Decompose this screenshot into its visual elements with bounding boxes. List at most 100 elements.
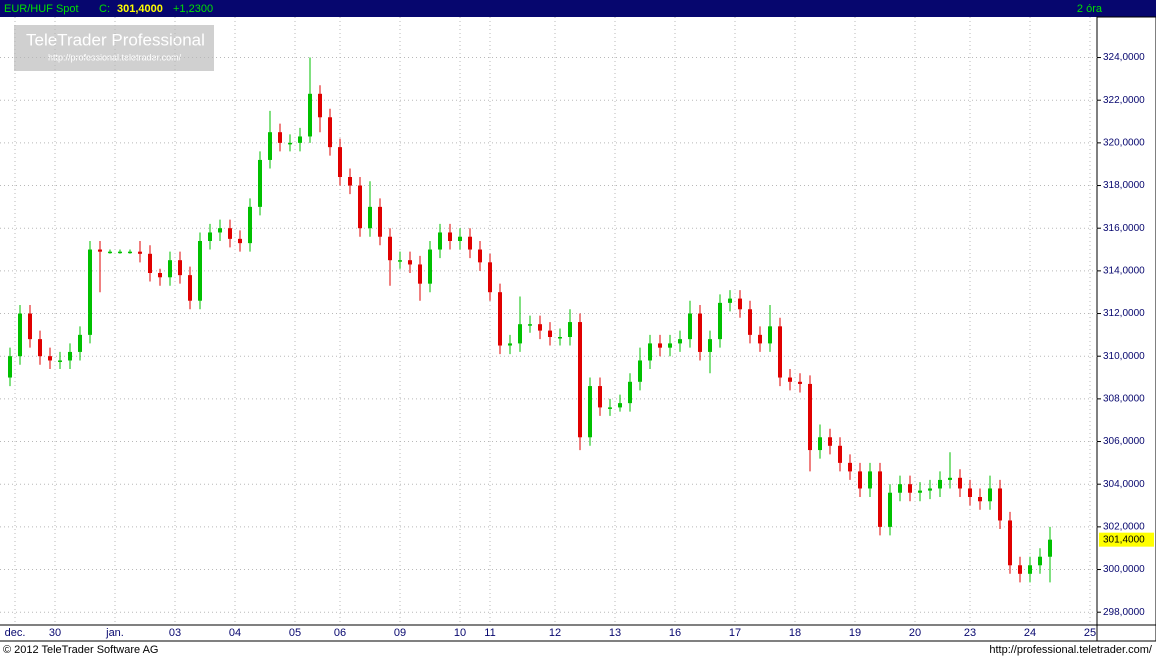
last-value: 301,4000 <box>117 3 163 15</box>
candle-body <box>698 313 702 352</box>
candle-body <box>258 159 262 207</box>
candle-body <box>188 275 192 301</box>
candle-body <box>148 253 152 273</box>
last-price-box <box>1099 532 1154 547</box>
header-bar <box>0 0 1156 17</box>
candle-body <box>78 334 82 352</box>
candle-body <box>818 437 822 451</box>
candle-body <box>1038 556 1042 566</box>
candle-body <box>88 249 92 335</box>
candle-body <box>878 471 882 527</box>
candle-body <box>508 343 512 346</box>
candle-body <box>958 477 962 489</box>
candle-body <box>778 326 782 378</box>
symbol: EUR/HUF Spot <box>4 3 79 15</box>
candle-body <box>648 343 652 361</box>
y-tick-label: 300,0000 <box>1103 564 1145 575</box>
x-tick-label: 25 <box>1084 627 1096 639</box>
candle-body <box>28 313 32 340</box>
candle-body <box>558 337 562 339</box>
candle-body <box>788 377 792 382</box>
candle-body <box>288 142 292 145</box>
candle-body <box>108 251 112 254</box>
candle-body <box>418 264 422 284</box>
y-axis-area <box>1096 16 1156 642</box>
y-tick-label: 306,0000 <box>1103 436 1145 447</box>
candle-body <box>48 356 52 361</box>
candle-body <box>978 497 982 502</box>
candle-body <box>338 147 342 177</box>
candle-body <box>1028 565 1032 574</box>
candle-body <box>278 132 282 143</box>
candle-body <box>748 309 752 335</box>
candle-body <box>588 386 592 438</box>
x-tick-label: 05 <box>289 627 301 639</box>
x-tick-label: 03 <box>169 627 181 639</box>
candle-body <box>738 298 742 310</box>
candle-body <box>968 488 972 497</box>
x-tick-label: 04 <box>229 627 241 639</box>
candle-body <box>228 228 232 239</box>
x-tick-label: 06 <box>334 627 346 639</box>
interval: 2 óra <box>1077 3 1103 15</box>
x-tick-label: 24 <box>1024 627 1036 639</box>
candle-body <box>468 236 472 250</box>
y-tick-label: 304,0000 <box>1103 479 1145 490</box>
candle-body <box>448 232 452 241</box>
candle-body <box>398 260 402 262</box>
candle-body <box>988 488 992 502</box>
watermark-box <box>14 25 214 71</box>
candle-body <box>618 403 622 408</box>
candle-body <box>298 136 302 143</box>
candle-body <box>678 339 682 344</box>
x-tick-label: jan. <box>105 627 124 639</box>
candle-body <box>238 238 242 244</box>
y-tick-label: 318,0000 <box>1103 180 1145 191</box>
candle-body <box>8 356 12 378</box>
x-tick-label: 13 <box>609 627 621 639</box>
y-tick-label: 322,0000 <box>1103 95 1145 106</box>
close-prefix: C: <box>99 3 110 15</box>
candle-body <box>888 492 892 527</box>
candle-body <box>358 185 362 229</box>
candle-body <box>918 490 922 493</box>
candle-body <box>1018 565 1022 574</box>
candle-body <box>948 477 952 480</box>
candle-body <box>998 488 1002 521</box>
candle-body <box>38 339 42 357</box>
change: +1,2300 <box>173 3 213 15</box>
candle-body <box>208 232 212 241</box>
y-tick-label: 298,0000 <box>1103 607 1145 618</box>
candle-body <box>628 381 632 404</box>
candle-body <box>538 324 542 331</box>
candle-body <box>718 302 722 340</box>
candle-body <box>688 313 692 340</box>
candle-body <box>708 339 712 352</box>
candle-body <box>18 313 22 357</box>
candle-body <box>848 462 852 472</box>
candle-body <box>668 343 672 348</box>
candle-body <box>388 236 392 261</box>
candle-body <box>368 206 372 229</box>
candle-body <box>498 292 502 346</box>
plot-area <box>0 17 1097 625</box>
candle-body <box>58 360 62 362</box>
y-tick-label: 314,0000 <box>1103 266 1145 277</box>
x-tick-label: 09 <box>394 627 406 639</box>
candle-body <box>128 251 132 254</box>
candle-body <box>798 381 802 384</box>
candle-body <box>928 488 932 491</box>
y-tick-label: 308,0000 <box>1103 394 1145 405</box>
candle-body <box>1048 539 1052 557</box>
candle-body <box>868 471 872 489</box>
candle-body <box>158 273 162 278</box>
candle-body <box>308 93 312 137</box>
x-tick-label: 19 <box>849 627 861 639</box>
x-tick-label: 23 <box>964 627 976 639</box>
candle-body <box>328 117 332 148</box>
candle-body <box>858 471 862 489</box>
candle-body <box>478 249 482 263</box>
candle-body <box>938 479 942 489</box>
